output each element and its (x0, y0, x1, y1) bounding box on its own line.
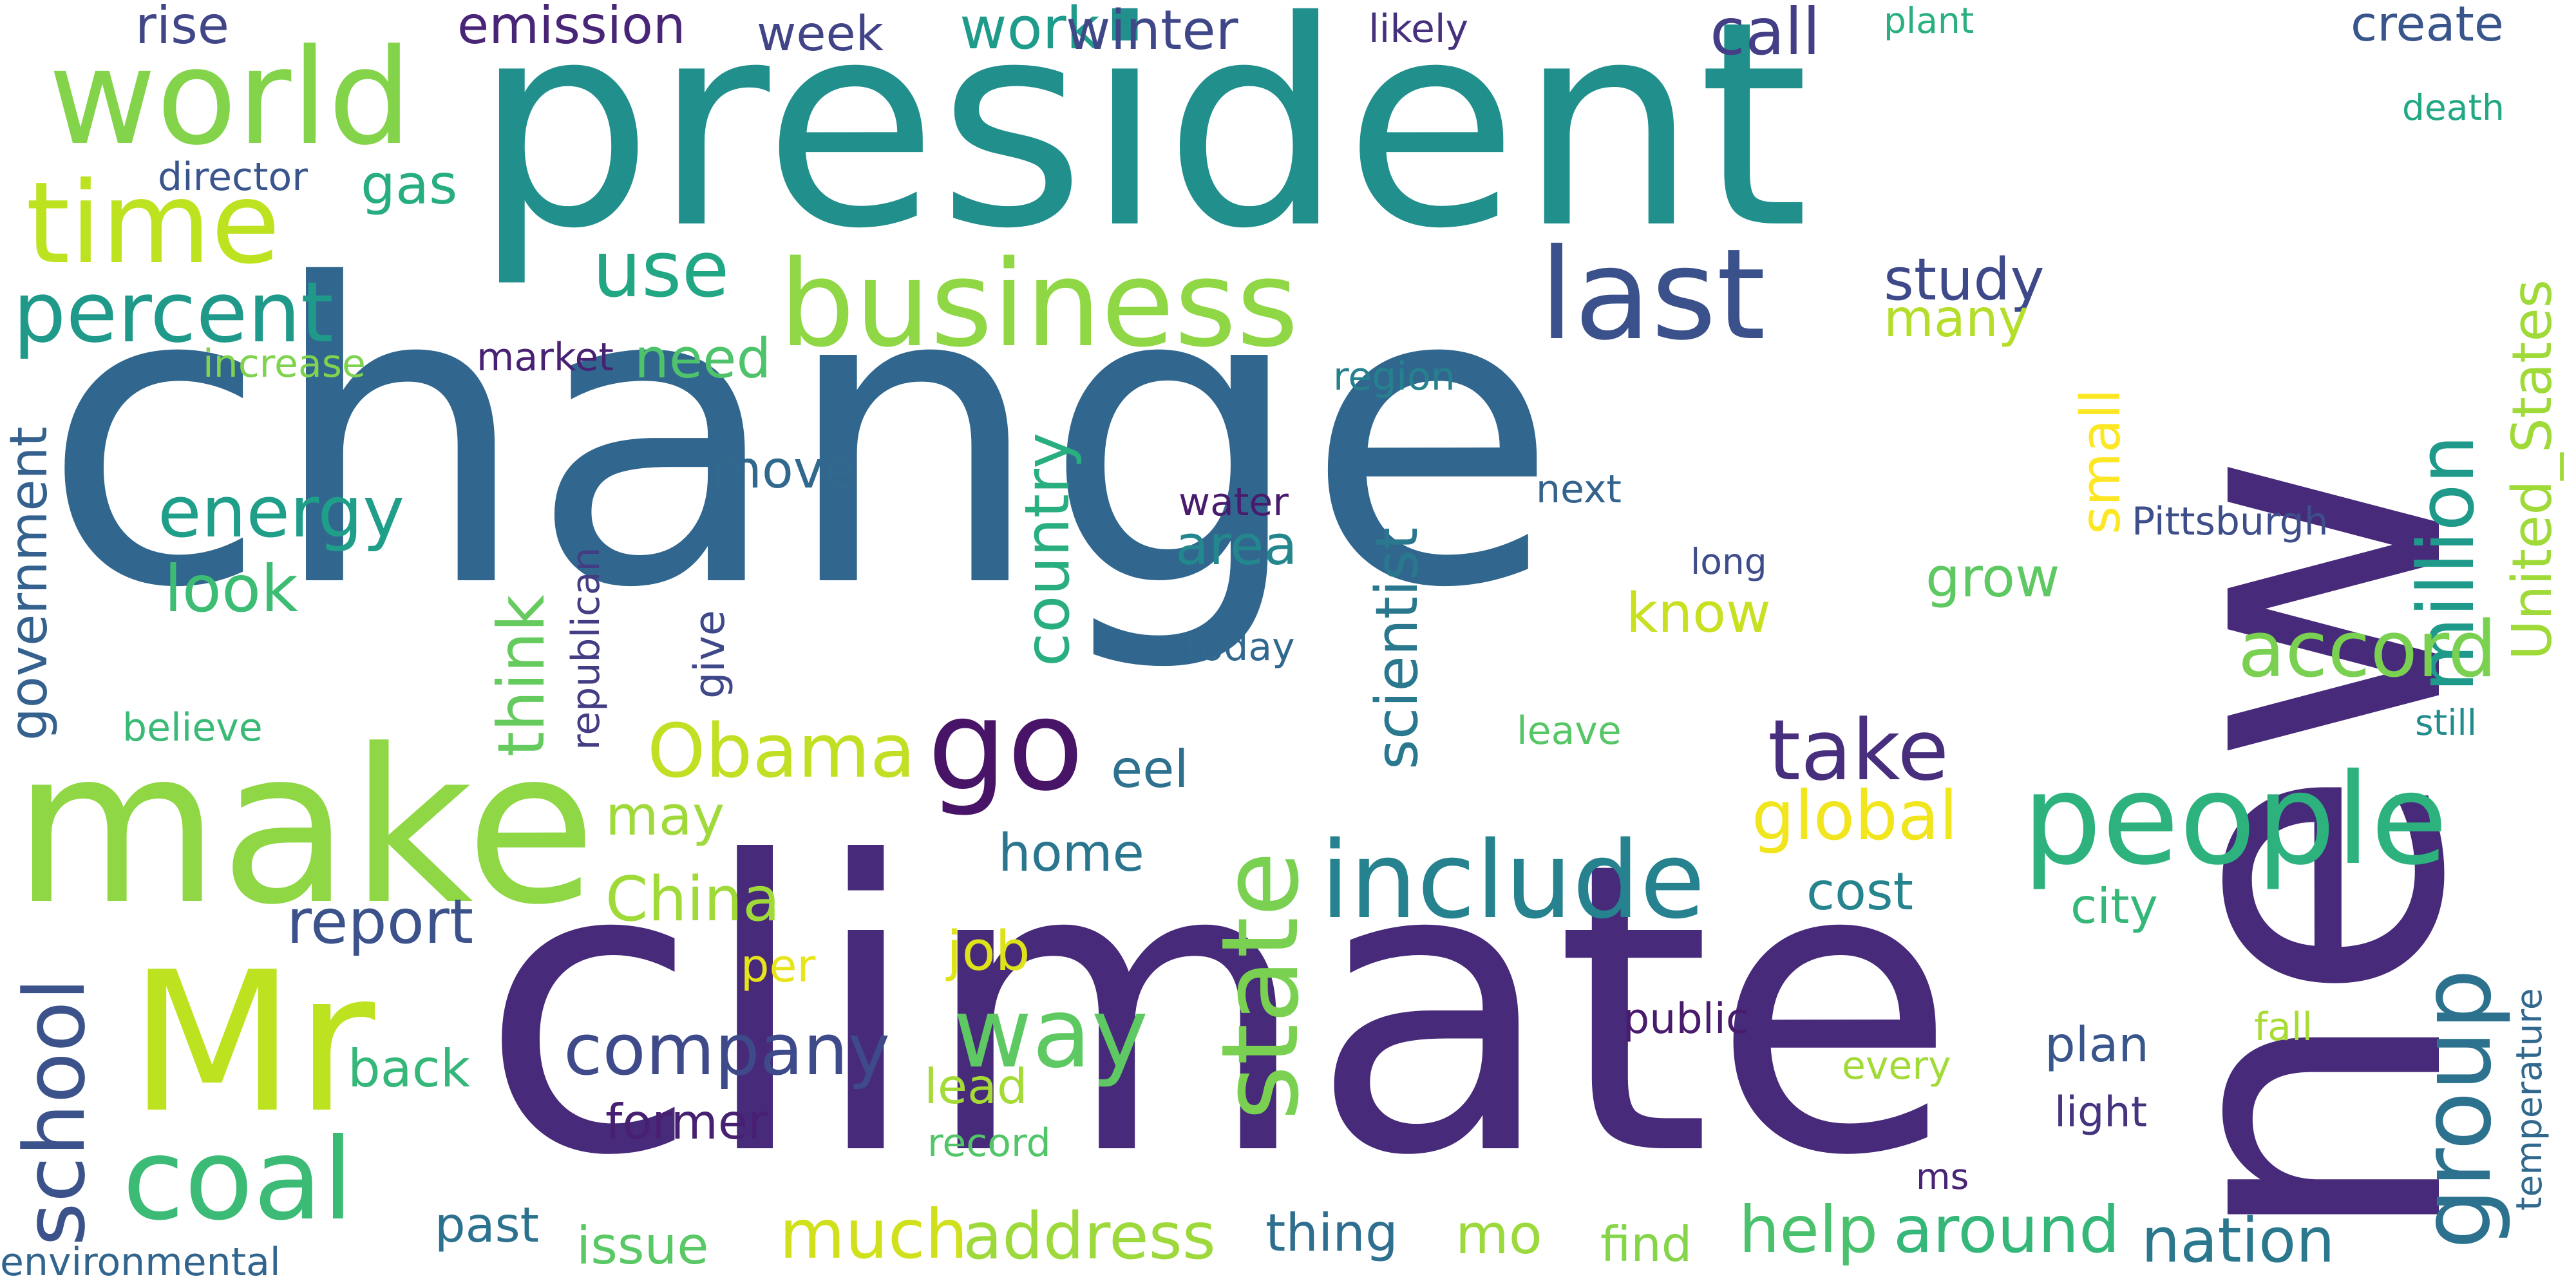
word-lead: lead (924, 1058, 1028, 1115)
word-every: every (1842, 1043, 1951, 1088)
word-percent: percent (13, 263, 334, 361)
word-likely: likely (1368, 6, 1469, 52)
word-move: move (712, 440, 856, 500)
word-think: think (484, 594, 559, 757)
word-group: group (2401, 969, 2513, 1249)
word-china: China (605, 864, 781, 935)
word-scientist: scientist (1363, 527, 1431, 770)
word-report: report (287, 887, 474, 958)
word-accord: accord (2238, 605, 2497, 695)
word-believe: believe (122, 705, 263, 750)
word-take: take (1768, 701, 1949, 799)
word-much: much (779, 1195, 969, 1274)
word-republican: republican (564, 547, 609, 750)
word-rise: rise (135, 0, 230, 55)
word-next: next (1536, 467, 1622, 512)
word-mo: mo (1455, 1203, 1542, 1267)
word-small: small (2069, 388, 2133, 535)
word-area: area (1175, 514, 1298, 578)
word-many: many (1884, 289, 2029, 348)
word-issue: issue (576, 1216, 709, 1276)
word-help: help (1739, 1192, 1879, 1267)
word-climate: climate (480, 779, 1957, 1243)
word-public: public (1623, 995, 1749, 1043)
word-create: create (2351, 0, 2505, 52)
word-go: go (927, 672, 1084, 819)
word-thing: thing (1265, 1203, 1398, 1263)
word-grow: grow (1926, 546, 2060, 610)
word-make: make (13, 704, 597, 951)
word-change: change (42, 198, 1559, 677)
word-region: region (1333, 354, 1455, 399)
word-energy: energy (158, 471, 405, 553)
word-fall: fall (2254, 1005, 2313, 1050)
word-state: state (1198, 851, 1322, 1121)
word-time: time (26, 158, 281, 289)
word-may: may (605, 784, 725, 848)
word-give: give (686, 610, 734, 699)
word-increase: increase (203, 341, 366, 386)
word-home: home (998, 823, 1144, 883)
word-job: job (947, 920, 1030, 983)
word-light: light (2054, 1088, 2148, 1137)
word-work: work (960, 0, 1100, 62)
word-leave: leave (1517, 708, 1622, 753)
word-temperature: temperature (2508, 988, 2550, 1211)
word-government: government (0, 426, 59, 741)
word-use: use (592, 225, 730, 315)
word-director: director (158, 155, 308, 200)
word-ms: ms (1916, 1156, 1969, 1197)
word-pittsburgh: Pittsburgh (2132, 499, 2329, 544)
word-way: way (953, 978, 1149, 1090)
word-mr: Mr (129, 931, 375, 1155)
word-business: business (779, 234, 1299, 374)
word-gas: gas (361, 153, 458, 217)
word-former: former (605, 1094, 768, 1150)
word-people: people (2022, 746, 2448, 893)
word-eel: eel (1111, 739, 1189, 799)
word-today: today (1185, 625, 1295, 670)
word-look: look (164, 551, 299, 627)
word-city: city (2070, 878, 2158, 934)
word-world: world (48, 21, 412, 175)
word-school: school (6, 978, 104, 1246)
word-include: include (1320, 819, 1705, 942)
word-market: market (477, 335, 614, 380)
word-week: week (757, 5, 884, 62)
word-cost: cost (1806, 862, 1913, 922)
word-plan: plan (2045, 1016, 2149, 1073)
word-find: find (1600, 1216, 1692, 1273)
word-long: long (1690, 541, 1767, 582)
word-obama: Obama (647, 708, 916, 795)
word-record: record (927, 1121, 1051, 1166)
word-environmental: environmental (0, 1240, 281, 1285)
word-emission: emission (457, 0, 686, 55)
word-around: around (1893, 1192, 2120, 1267)
word-call: call (1710, 0, 1821, 70)
word-per: per (741, 940, 816, 992)
word-last: last (1539, 222, 1766, 368)
word-back: back (348, 1039, 471, 1099)
word-country: country (1012, 432, 1083, 667)
word-past: past (435, 1197, 540, 1253)
word-global: global (1752, 777, 1958, 855)
word-plant: plant (1884, 0, 1975, 41)
word-study: study (1884, 246, 2045, 314)
word-water: water (1179, 480, 1289, 525)
word-nation: nation (2141, 1206, 2335, 1276)
word-still: still (2415, 702, 2477, 743)
word-need: need (634, 327, 772, 391)
word-coal: coal (122, 1115, 354, 1245)
word-address: address (963, 1198, 1216, 1274)
word-winter: winter (1066, 0, 1238, 62)
word-death: death (2402, 87, 2505, 128)
word-president: president (473, 0, 1810, 290)
word-company: company (564, 1009, 890, 1091)
word-know: know (1626, 582, 1771, 645)
word-united-states: United_States (2501, 279, 2564, 660)
